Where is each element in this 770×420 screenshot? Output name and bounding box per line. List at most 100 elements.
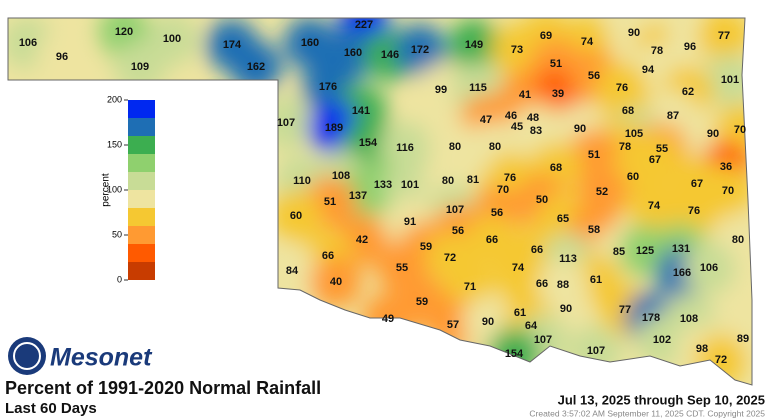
station-value: 131: [672, 243, 690, 255]
station-value: 81: [467, 174, 479, 186]
logo-text: Mesonet: [50, 344, 153, 372]
rain-blob: [448, 19, 500, 71]
station-value: 113: [559, 253, 577, 265]
station-value: 67: [691, 178, 703, 190]
rain-blob: [636, 314, 688, 366]
station-value: 105: [625, 128, 643, 140]
station-value: 66: [531, 244, 543, 256]
station-value: 146: [381, 49, 399, 61]
station-value: 91: [404, 216, 416, 228]
station-value: 88: [557, 279, 569, 291]
rain-field: [8, 18, 752, 385]
station-value: 98: [696, 343, 708, 355]
station-value: 68: [622, 105, 634, 117]
legend-tick-label: 50: [112, 229, 122, 239]
station-value: 80: [732, 234, 744, 246]
station-value: 72: [715, 354, 727, 366]
station-value: 106: [19, 37, 37, 49]
station-value: 66: [322, 250, 334, 262]
rain-blob: [310, 256, 362, 308]
subtitle: Last 60 Days: [5, 400, 97, 417]
map-fill: [8, 18, 752, 385]
station-value: 77: [619, 304, 631, 316]
station-value: 74: [512, 262, 525, 274]
date-range: Jul 13, 2025 through Sep 10, 2025: [558, 392, 765, 407]
rain-blob: [394, 24, 446, 76]
station-value: 149: [465, 39, 483, 51]
station-value: 99: [435, 84, 447, 96]
rain-blob: [628, 180, 680, 232]
station-value: 41: [519, 89, 531, 101]
station-value: 109: [131, 61, 149, 73]
legend-swatch: [128, 226, 155, 244]
rain-blob: [415, 64, 467, 116]
legend-swatch: [128, 244, 155, 262]
station-value: 87: [667, 110, 679, 122]
station-value: 172: [411, 44, 429, 56]
logo-icon-ring: [13, 342, 41, 370]
legend-tick-label: 0: [117, 274, 122, 284]
station-value: 60: [627, 171, 639, 183]
legend-swatch: [128, 190, 155, 208]
station-value: 85: [613, 246, 625, 258]
station-value: 62: [682, 86, 694, 98]
rain-blob: [698, 18, 750, 62]
station-value: 52: [596, 186, 608, 198]
station-value: 51: [588, 149, 600, 161]
rain-blob: [36, 31, 88, 83]
station-value: 49: [382, 313, 394, 325]
station-value: 115: [469, 82, 487, 94]
station-value: 78: [619, 141, 631, 153]
station-value: 69: [540, 30, 552, 42]
station-value: 73: [511, 44, 523, 56]
station-value: 90: [560, 303, 572, 315]
station-value: 90: [482, 316, 494, 328]
rain-blob: [284, 18, 336, 69]
station-value: 76: [504, 172, 516, 184]
station-value: 162: [247, 61, 265, 73]
station-labels: 106 96 120 109 100 174 162 227 160 160 146 172 149 73…: [19, 19, 749, 366]
rain-blob: [683, 242, 735, 294]
station-value: 90: [574, 123, 586, 135]
station-value: 101: [721, 74, 739, 86]
station-value: 116: [396, 142, 414, 154]
station-value: 120: [115, 26, 133, 38]
station-value: 47: [480, 114, 492, 126]
station-value: 137: [349, 190, 367, 202]
station-value: 46: [505, 110, 517, 122]
station-value: 107: [534, 334, 552, 346]
station-value: 96: [56, 51, 68, 63]
title: Percent of 1991-2020 Normal Rainfall: [5, 378, 321, 398]
station-value: 154: [359, 137, 378, 149]
station-value: 178: [642, 312, 660, 324]
station-value: 107: [446, 204, 464, 216]
station-value: 40: [330, 276, 342, 288]
legend-swatch: [128, 136, 155, 154]
station-value: 101: [401, 179, 419, 191]
station-value: 59: [416, 296, 428, 308]
station-value: 107: [277, 117, 295, 129]
station-value: 90: [707, 128, 719, 140]
station-value: 61: [590, 274, 602, 286]
station-value: 84: [286, 265, 299, 277]
station-value: 107: [587, 345, 605, 357]
station-value: 65: [557, 213, 569, 225]
station-value: 141: [352, 105, 370, 117]
legend-swatch: [128, 154, 155, 172]
rain-blob: [384, 159, 436, 211]
legend: percent 0 50 100 150 200: [101, 94, 155, 284]
station-value: 71: [464, 281, 476, 293]
station-value: 58: [588, 224, 600, 236]
station-value: 80: [442, 175, 454, 187]
station-value: 57: [447, 319, 459, 331]
legend-swatch: [128, 208, 155, 226]
station-value: 94: [642, 64, 655, 76]
station-value: 70: [722, 185, 734, 197]
station-value: 39: [552, 88, 564, 100]
station-value: 189: [325, 122, 343, 134]
station-value: 89: [737, 333, 749, 345]
station-value: 45: [511, 121, 523, 133]
station-value: 77: [718, 30, 730, 42]
station-value: 56: [588, 70, 600, 82]
